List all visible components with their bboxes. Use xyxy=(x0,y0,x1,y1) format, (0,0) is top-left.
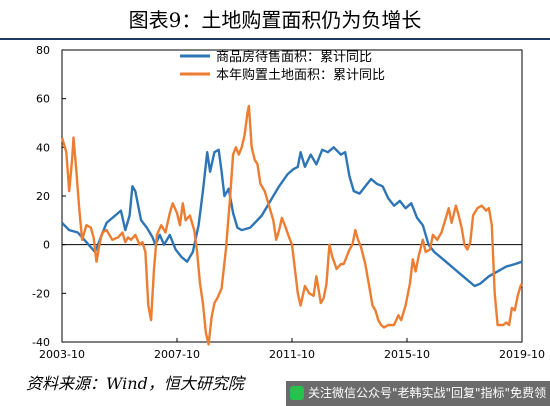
y-tick-label: -20 xyxy=(32,287,50,300)
y-tick-label: 60 xyxy=(36,93,50,106)
series-line-1 xyxy=(61,146,523,288)
series-line-2 xyxy=(60,104,524,346)
y-tick-label: 0 xyxy=(43,239,50,252)
y-tick-label: -40 xyxy=(32,336,50,349)
legend-label-1: 商品房待售面积：累计同比 xyxy=(216,49,372,65)
legend-label-2: 本年购置土地面积：累计同比 xyxy=(216,67,385,83)
x-tick-label: 2003-10 xyxy=(39,348,85,361)
x-tick-label: 2007-10 xyxy=(154,348,200,361)
x-axis: 2003-10 2007-10 2011-10 2015-10 2019-10 xyxy=(39,338,545,361)
y-axis: 80 60 40 20 0 -20 -40 xyxy=(32,44,66,349)
promo-banner[interactable]: 关注微信公众号"老韩实战"回复"指标"免费领 xyxy=(286,381,550,406)
x-tick-label: 2011-10 xyxy=(269,348,315,361)
promo-banner-text: 关注微信公众号"老韩实战"回复"指标"免费领 xyxy=(308,386,547,400)
y-tick-label: 20 xyxy=(36,190,50,203)
x-tick-label: 2019-10 xyxy=(499,348,545,361)
chart-title: 图表9：土地购置面积仍为负增长 xyxy=(0,0,550,40)
wechat-icon xyxy=(290,385,304,400)
source-note: 资料来源：Wind，恒大研究院 xyxy=(26,374,244,393)
line-chart: 80 60 40 20 0 -20 -40 2003-10 2007-10 2011-10 201… xyxy=(32,44,545,361)
y-tick-label: 40 xyxy=(36,141,50,154)
series-lines xyxy=(60,104,524,346)
x-tick-label: 2015-10 xyxy=(384,348,430,361)
y-tick-label: 80 xyxy=(36,44,50,57)
